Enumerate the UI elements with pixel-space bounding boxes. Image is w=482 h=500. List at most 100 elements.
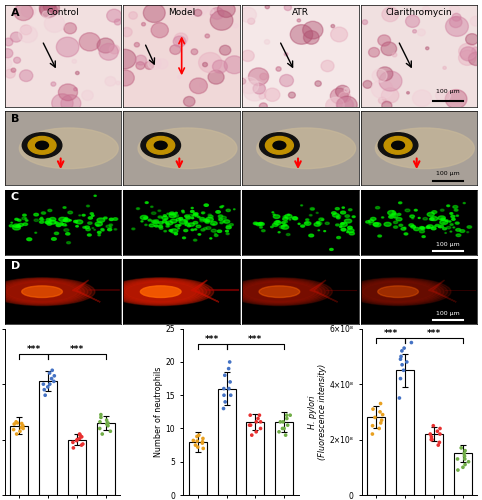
Circle shape: [50, 218, 56, 221]
Circle shape: [331, 24, 335, 28]
Ellipse shape: [122, 281, 200, 302]
Point: [69, 438, 77, 446]
Point: [256, 424, 264, 432]
Circle shape: [174, 214, 178, 217]
Circle shape: [142, 22, 146, 26]
Circle shape: [201, 212, 205, 214]
Circle shape: [341, 211, 346, 214]
Point: [199, 439, 206, 447]
Circle shape: [443, 66, 446, 70]
Circle shape: [214, 234, 218, 236]
Circle shape: [336, 236, 341, 238]
Circle shape: [260, 133, 299, 158]
Circle shape: [301, 205, 303, 206]
Circle shape: [344, 88, 349, 92]
Circle shape: [148, 219, 151, 221]
Circle shape: [463, 202, 465, 203]
Circle shape: [254, 222, 258, 224]
Point: [107, 428, 114, 436]
Circle shape: [454, 209, 458, 211]
Circle shape: [382, 217, 384, 218]
Circle shape: [199, 234, 201, 235]
Circle shape: [90, 212, 94, 214]
Point: [40, 380, 47, 388]
Circle shape: [410, 215, 415, 218]
Point: [255, 411, 263, 419]
Circle shape: [188, 214, 193, 217]
Circle shape: [445, 232, 446, 234]
Point: [403, 358, 411, 366]
Circle shape: [49, 220, 56, 224]
Point: [76, 434, 83, 442]
Circle shape: [170, 45, 181, 54]
Circle shape: [452, 14, 461, 21]
Circle shape: [378, 133, 418, 158]
Point: [96, 418, 104, 426]
Circle shape: [458, 50, 476, 66]
Point: [257, 418, 265, 426]
Circle shape: [423, 218, 428, 220]
Circle shape: [292, 216, 297, 220]
Circle shape: [22, 133, 62, 158]
Circle shape: [375, 206, 380, 209]
Circle shape: [9, 224, 13, 227]
Point: [76, 430, 83, 438]
Ellipse shape: [3, 281, 81, 302]
Circle shape: [384, 136, 412, 154]
Point: [277, 418, 284, 426]
Circle shape: [217, 2, 235, 18]
Ellipse shape: [237, 280, 322, 303]
Point: [18, 420, 26, 428]
Circle shape: [405, 209, 410, 212]
Circle shape: [101, 228, 104, 230]
Circle shape: [347, 228, 354, 232]
Circle shape: [166, 222, 169, 224]
Circle shape: [352, 216, 355, 218]
Circle shape: [34, 219, 39, 222]
Circle shape: [65, 218, 67, 219]
Circle shape: [147, 136, 174, 154]
Point: [454, 466, 462, 474]
Circle shape: [87, 234, 91, 236]
Text: 100 μm: 100 μm: [436, 172, 460, 176]
Circle shape: [151, 206, 153, 208]
Point: [97, 410, 105, 418]
Circle shape: [293, 217, 298, 220]
Ellipse shape: [0, 278, 95, 305]
Circle shape: [187, 223, 189, 224]
Circle shape: [330, 88, 348, 104]
Circle shape: [332, 212, 336, 214]
Circle shape: [453, 227, 455, 228]
Circle shape: [412, 218, 414, 219]
Circle shape: [319, 218, 324, 220]
Circle shape: [97, 38, 114, 53]
Circle shape: [54, 232, 59, 234]
Circle shape: [19, 70, 33, 82]
Point: [19, 422, 27, 430]
Circle shape: [14, 4, 33, 20]
Circle shape: [145, 62, 154, 70]
Circle shape: [274, 221, 281, 225]
Circle shape: [169, 214, 176, 218]
Circle shape: [28, 136, 56, 154]
Point: [192, 441, 200, 449]
Circle shape: [326, 98, 344, 113]
Circle shape: [369, 48, 379, 57]
Point: [76, 431, 84, 439]
Circle shape: [452, 218, 455, 220]
Circle shape: [388, 210, 396, 215]
Circle shape: [399, 224, 403, 226]
Point: [40, 386, 48, 394]
Circle shape: [345, 219, 352, 223]
Circle shape: [337, 96, 357, 114]
Circle shape: [171, 229, 178, 233]
Circle shape: [179, 224, 181, 226]
Circle shape: [315, 81, 321, 86]
Circle shape: [82, 90, 93, 101]
Circle shape: [378, 35, 390, 46]
Point: [371, 414, 379, 422]
Circle shape: [173, 36, 186, 47]
Circle shape: [272, 212, 274, 213]
Circle shape: [190, 210, 194, 212]
Circle shape: [18, 26, 38, 42]
